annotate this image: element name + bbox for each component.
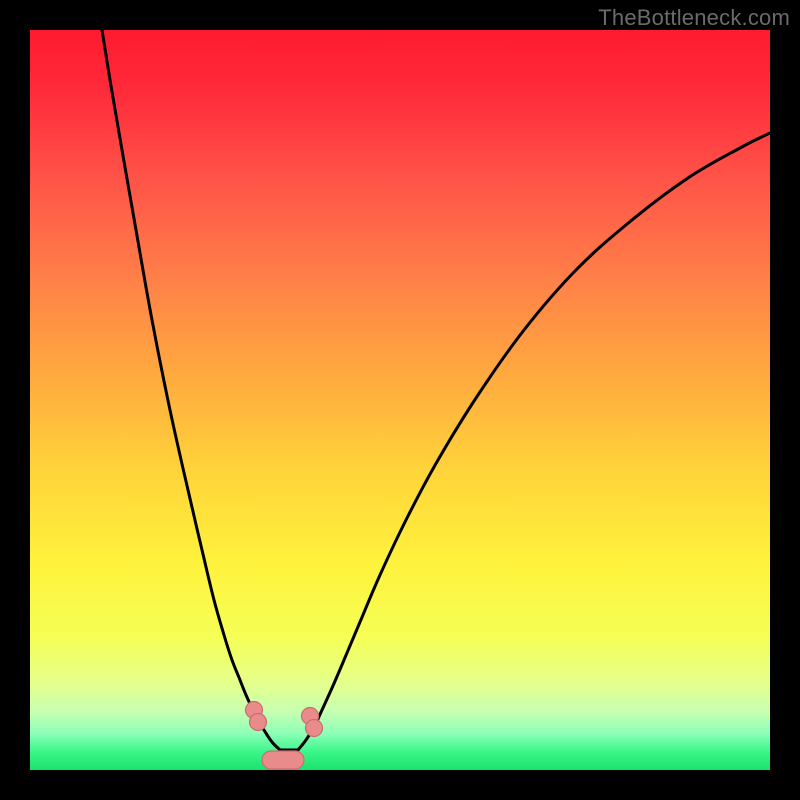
- markers-layer: [30, 30, 770, 770]
- marker-dot: [250, 714, 267, 731]
- watermark-text: TheBottleneck.com: [598, 5, 790, 31]
- marker-dot: [306, 720, 323, 737]
- marker-blob: [262, 751, 304, 769]
- plot-region: [30, 30, 770, 770]
